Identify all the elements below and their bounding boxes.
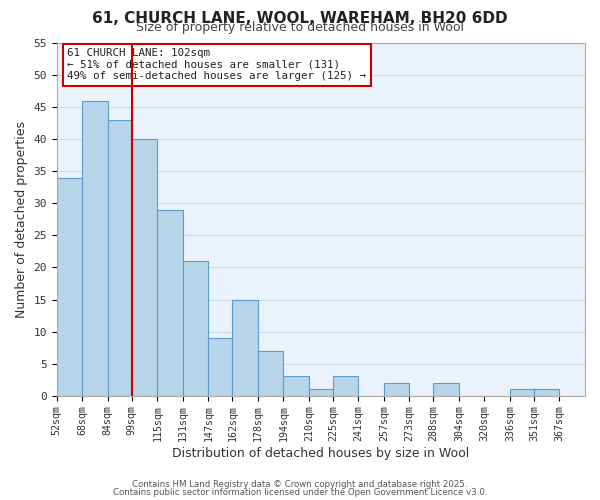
Bar [384, 383, 409, 396]
Text: Size of property relative to detached houses in Wool: Size of property relative to detached ho… [136, 22, 464, 35]
Bar [208, 338, 232, 396]
Bar [108, 120, 132, 396]
Bar [283, 376, 309, 396]
Bar [333, 376, 358, 396]
Bar [433, 383, 459, 396]
Bar [534, 390, 559, 396]
Bar [82, 100, 108, 396]
Text: 61 CHURCH LANE: 102sqm
← 51% of detached houses are smaller (131)
49% of semi-de: 61 CHURCH LANE: 102sqm ← 51% of detached… [67, 48, 367, 82]
Text: Contains public sector information licensed under the Open Government Licence v3: Contains public sector information licen… [113, 488, 487, 497]
Bar [510, 390, 534, 396]
Bar [232, 300, 258, 396]
Text: Contains HM Land Registry data © Crown copyright and database right 2025.: Contains HM Land Registry data © Crown c… [132, 480, 468, 489]
Y-axis label: Number of detached properties: Number of detached properties [15, 121, 28, 318]
Bar [183, 261, 208, 396]
Text: 61, CHURCH LANE, WOOL, WAREHAM, BH20 6DD: 61, CHURCH LANE, WOOL, WAREHAM, BH20 6DD [92, 11, 508, 26]
Bar [309, 390, 333, 396]
Bar [132, 139, 157, 396]
X-axis label: Distribution of detached houses by size in Wool: Distribution of detached houses by size … [172, 447, 470, 460]
Bar [258, 351, 283, 396]
Bar [57, 178, 82, 396]
Bar [157, 210, 183, 396]
